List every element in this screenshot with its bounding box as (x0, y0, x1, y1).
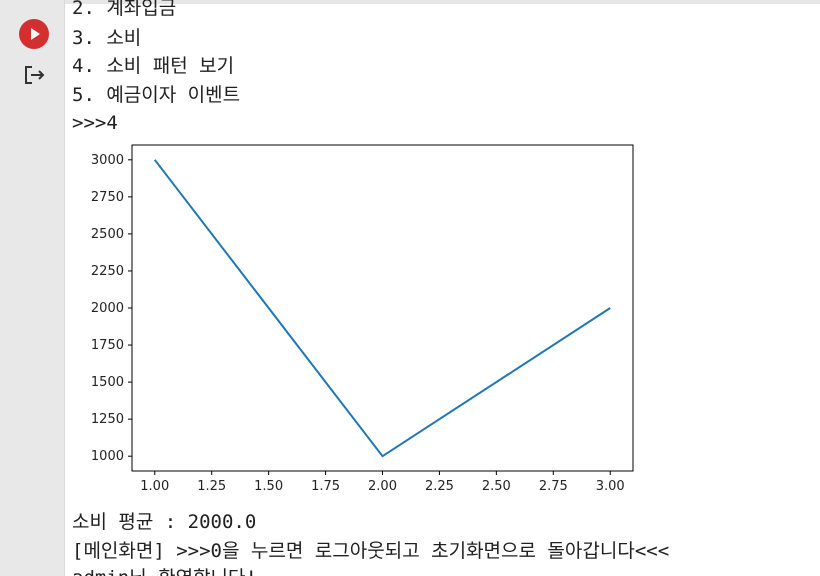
x-tick-label: 2.00 (368, 479, 397, 494)
x-tick-label: 2.75 (539, 479, 568, 494)
y-tick-label: 3000 (91, 153, 124, 168)
cell-output: 2. 계좌입금 3. 소비 4. 소비 패턴 보기 5. 예금이자 이벤트 >>… (72, 0, 812, 576)
menu-line-deposit: 2. 계좌입금 (72, 0, 177, 19)
menu-line-interest: 5. 예금이자 이벤트 (72, 84, 241, 106)
y-tick-label: 2750 (91, 190, 124, 205)
y-tick-label: 1000 (91, 449, 124, 464)
play-circle-icon (31, 28, 40, 40)
output-exit-icon[interactable] (22, 63, 48, 87)
main-menu-line: [메인화면] >>>0을 누르면 로그아웃되고 초기화면으로 돌아갑니다<<< (72, 540, 670, 562)
series-line (153, 159, 611, 458)
prompt-input-line: >>>4 (72, 112, 118, 134)
y-tick-label: 1250 (91, 412, 124, 427)
y-tick-label: 1750 (91, 338, 124, 353)
x-tick-label: 1.25 (197, 479, 226, 494)
x-tick-label: 2.50 (482, 479, 511, 494)
y-tick-label: 2500 (91, 227, 124, 242)
x-tick-label: 2.25 (425, 479, 454, 494)
axes-frame (131, 144, 634, 472)
menu-line-pattern: 4. 소비 패턴 보기 (72, 55, 235, 77)
top-border (0, 0, 820, 4)
chart-svg: 1000 1250 1500 1750 2000 2250 2500 2750 3000 1.00… (91, 144, 634, 494)
x-tick-label: 1.75 (311, 479, 340, 494)
cell-gutter (0, 0, 65, 576)
spend-average-line: 소비 평균 : 2000.0 (72, 511, 257, 533)
welcome-line: admin님 환영합니다! (72, 566, 257, 576)
line-chart: 1000 1250 1500 1750 2000 2250 2500 2750 3000 1.00… (72, 138, 672, 508)
y-tick-label: 1500 (91, 375, 124, 390)
x-tick-label: 1.00 (140, 479, 169, 494)
menu-line-spend: 3. 소비 (72, 27, 142, 49)
x-tick-label: 1.50 (254, 479, 283, 494)
y-tick-label: 2250 (91, 264, 124, 279)
x-tick-label: 3.00 (596, 479, 625, 494)
run-cell-button[interactable] (19, 19, 49, 49)
y-tick-label: 2000 (91, 301, 124, 316)
